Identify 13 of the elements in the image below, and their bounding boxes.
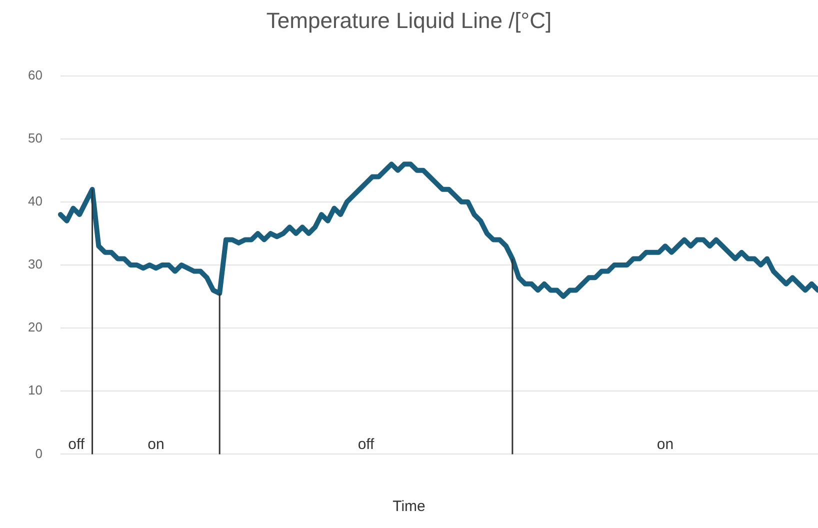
y-tick-label: 20: [28, 320, 42, 335]
x-axis-title: Time: [392, 498, 426, 515]
y-tick-label: 40: [28, 194, 42, 209]
y-tick-label: 50: [28, 130, 42, 146]
annotation: on: [148, 436, 164, 453]
chart-title: Temperature Liquid Line /[°C]: [265, 8, 553, 34]
y-tick-label: 60: [28, 67, 42, 82]
y-tick-label: 0: [35, 446, 42, 461]
y-tick-label: 10: [28, 382, 42, 398]
annotation: on: [656, 436, 674, 453]
annotation: off: [358, 436, 376, 453]
y-tick-label: 30: [28, 256, 42, 272]
annotation: off: [68, 436, 86, 453]
